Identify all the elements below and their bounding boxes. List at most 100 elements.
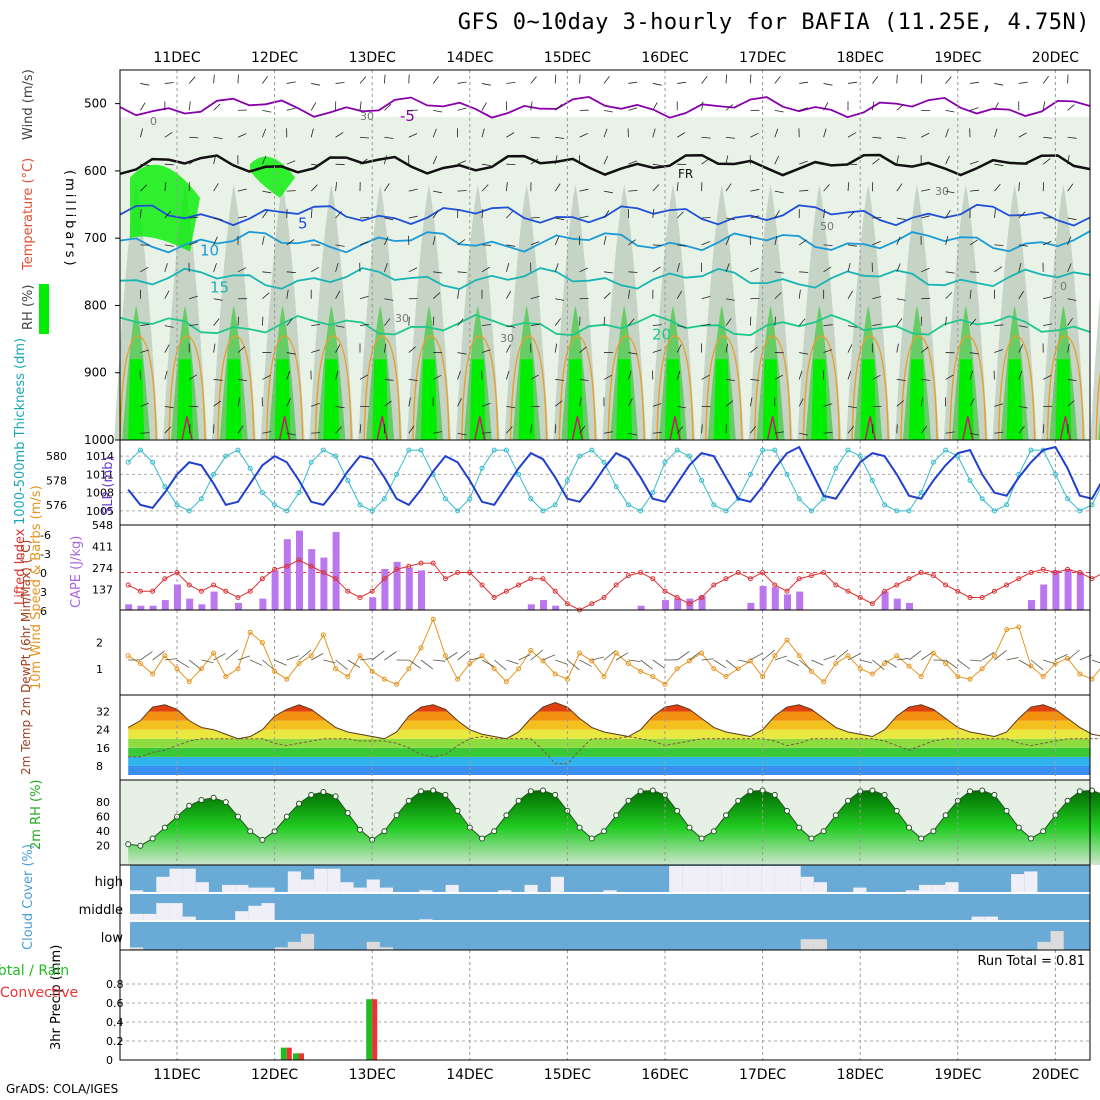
wind-barb	[676, 211, 684, 219]
wind-barb	[262, 128, 267, 138]
wind-barb	[359, 76, 367, 84]
thickness-point	[760, 447, 766, 453]
wind-barb	[945, 236, 949, 246]
li-point	[711, 582, 717, 588]
cape-bar	[271, 570, 279, 610]
wind-barb	[823, 184, 830, 192]
wind-barb	[603, 155, 609, 165]
rh-green-plume	[762, 359, 779, 440]
thickness-point	[174, 502, 180, 508]
wind-barb-10m	[323, 659, 336, 664]
wind-barb	[140, 432, 150, 434]
thickness-point	[150, 459, 156, 465]
wind-barb-10m	[981, 651, 995, 661]
wind-barb	[213, 379, 223, 381]
li-point	[540, 576, 546, 582]
wind-barb	[603, 316, 606, 326]
wind-barb	[579, 379, 589, 381]
temp-contour-label: FR	[678, 167, 693, 181]
wind-point	[418, 645, 424, 651]
wind-barb	[847, 182, 850, 192]
wind-barb	[164, 370, 168, 380]
temp-tick-label: 16	[96, 742, 110, 755]
wind-barb-10m	[518, 654, 531, 661]
wind-barb	[481, 102, 487, 111]
cloud-clear-cell	[287, 871, 301, 893]
cape-bar	[759, 585, 767, 610]
cape-bar	[674, 598, 682, 610]
thickness-point	[906, 508, 912, 514]
wind-barb	[262, 190, 272, 194]
wind-barb	[1018, 182, 1020, 192]
wind-barb	[847, 263, 851, 272]
wind-barb	[872, 323, 882, 327]
rh-gray-plume	[1090, 295, 1100, 440]
wind-barb-10m	[945, 659, 958, 669]
wind-barb	[140, 323, 150, 327]
wind-barb	[188, 374, 198, 380]
wind-barb	[896, 236, 901, 246]
wind-barb	[555, 217, 565, 221]
cloud-level-label: low	[101, 931, 124, 946]
wind-barb-10m	[835, 649, 849, 661]
wind-point	[650, 674, 656, 680]
rh-point	[906, 824, 912, 831]
cape-bar	[332, 532, 340, 610]
rh-point	[845, 797, 851, 804]
rh-point	[418, 788, 424, 795]
cape-bar	[259, 598, 267, 610]
wind-point	[918, 674, 924, 680]
wind-barb	[603, 190, 613, 194]
wind-point	[955, 674, 961, 680]
wind-barb-10m	[250, 659, 263, 666]
wind-barb	[457, 190, 467, 192]
cloud-clear-cell	[182, 916, 196, 922]
wind-barb	[457, 289, 460, 299]
li-point	[894, 582, 900, 588]
wind-barb-10m	[579, 659, 592, 667]
wind-point	[625, 661, 631, 667]
thickness-point	[638, 508, 644, 514]
thickness-point	[564, 478, 570, 483]
li-point	[1028, 570, 1034, 575]
wind-10m-panel: 1 2 10m Wind Speed & Barbs (m/s)	[29, 485, 1100, 696]
wind-barb	[725, 217, 735, 221]
wind-barb	[896, 424, 898, 434]
wind-barb	[433, 431, 443, 434]
wind-barb	[554, 155, 558, 165]
rh-point	[393, 812, 400, 819]
rh-point	[1028, 835, 1034, 842]
wind-point	[296, 661, 302, 667]
cape-bar	[393, 561, 401, 610]
wind-barb	[189, 241, 198, 246]
precip-tick-label: 0.8	[106, 978, 124, 991]
li-point	[918, 570, 924, 575]
wind-barb-10m	[567, 659, 580, 671]
wind-barb	[994, 431, 1004, 434]
wind-barb	[213, 217, 223, 221]
temp-contour-hot	[376, 416, 388, 441]
rh-legend-swatch	[39, 284, 49, 334]
thickness-point	[857, 453, 863, 459]
wind-ylabel: 10m Wind Speed & Barbs (m/s)	[29, 485, 44, 690]
cape-bar	[308, 549, 316, 610]
wind-barb	[140, 102, 146, 111]
thickness-point	[223, 453, 229, 459]
wind-barb-10m	[555, 659, 568, 665]
wind-barb	[432, 75, 439, 84]
wind-barb	[164, 263, 168, 272]
cape-bar	[198, 604, 206, 610]
wind-barb-10m	[872, 659, 885, 670]
rh-point	[405, 797, 412, 804]
cape-tick-label: 137	[92, 584, 113, 597]
wind-point	[125, 653, 131, 659]
wind-barb	[164, 290, 170, 299]
wind-point	[357, 653, 363, 659]
rh-green-plume	[274, 359, 291, 440]
wind-barb	[1043, 323, 1053, 327]
wind-barb	[530, 323, 540, 327]
rh-green-plume	[421, 359, 437, 440]
wind-barb	[945, 210, 951, 219]
wind-barb	[140, 208, 142, 219]
wind-barb	[872, 76, 879, 84]
